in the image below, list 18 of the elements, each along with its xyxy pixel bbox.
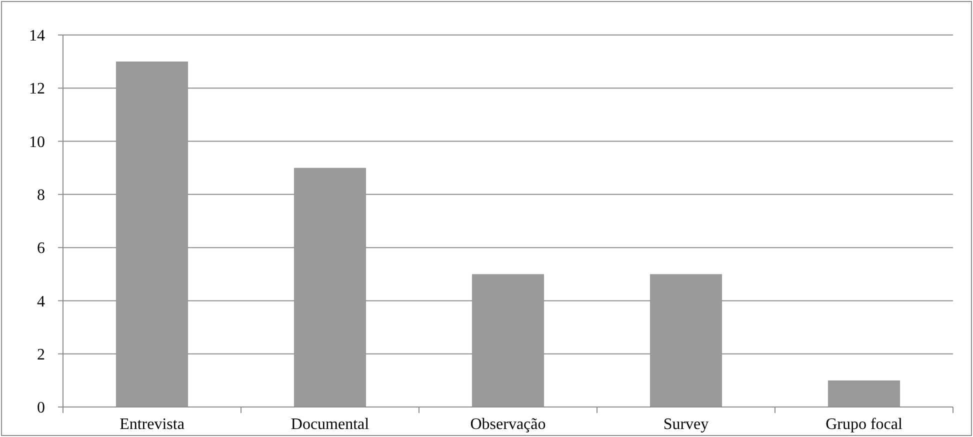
y-tick-label: 6: [37, 240, 45, 258]
y-tick-label: 10: [29, 134, 45, 151]
x-tick-label: Grupo focal: [826, 416, 903, 433]
x-tick-label: Observação: [470, 416, 546, 433]
x-tick-label: Documental: [290, 416, 370, 433]
y-tick-label: 0: [37, 400, 45, 417]
y-tick-label: 12: [29, 80, 45, 98]
bar: [472, 274, 544, 407]
y-tick-label: 2: [37, 346, 45, 364]
x-tick-label: Entrevista: [120, 416, 184, 433]
bar: [294, 168, 366, 407]
bar: [116, 62, 188, 407]
bar: [828, 380, 900, 407]
bar: [650, 274, 722, 407]
x-tick-label: Survey: [663, 416, 709, 433]
y-tick-label: 8: [37, 187, 45, 204]
y-tick-label: 14: [29, 28, 45, 45]
y-tick-label: 4: [37, 293, 45, 310]
